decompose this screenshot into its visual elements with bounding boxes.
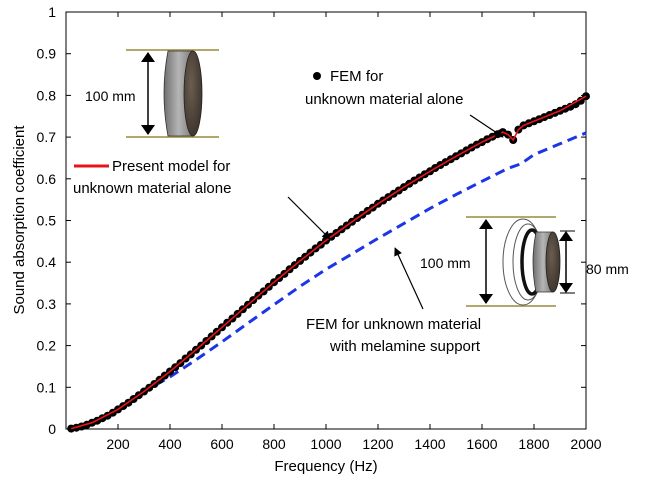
y-tick-label: 0.7 [37, 129, 57, 145]
inner-arrowhead-top [559, 231, 573, 241]
axis-tick-labels: 200 400 600 800 1000 1200 1400 1600 1800 2000 0 0.1… [37, 4, 602, 452]
inset-sample-alone: 100 mm [85, 49, 219, 138]
outer-arrowhead-top [479, 219, 493, 229]
x-tick-label: 2000 [570, 436, 601, 452]
annotation-fem-alone-line2: unknown material alone [305, 91, 463, 108]
inner-arrowhead-bottom [559, 283, 573, 293]
x-tick-label: 1800 [518, 436, 549, 452]
x-tick-label: 400 [158, 436, 182, 452]
x-axis-title: Frequency (Hz) [274, 458, 377, 475]
dimension-arrowhead-bottom [141, 125, 155, 135]
annotation-fem-melamine: FEM for unknown material with melamine s… [306, 247, 481, 355]
y-tick-label: 0.3 [37, 296, 57, 312]
y-tick-label: 0.2 [37, 338, 57, 354]
x-tick-label: 800 [262, 436, 286, 452]
y-tick-label: 1 [48, 4, 56, 20]
fem-marker-legend [313, 72, 321, 80]
annotation-model-alone-arrow [287, 196, 331, 240]
sample-face [183, 50, 203, 137]
y-tick-label: 0.9 [37, 46, 57, 62]
y-tick-label: 0.6 [37, 171, 57, 187]
annotation-model-alone-line2: unknown material alone [73, 180, 231, 197]
x-tick-label: 1600 [466, 436, 497, 452]
axis-ticks [66, 11, 587, 430]
y-tick-label: 0.8 [37, 87, 57, 103]
dimension-label-inner: 80 mm [586, 261, 629, 277]
y-tick-label: 0.1 [37, 379, 57, 395]
y-axis-title: Sound absorption coefficient [11, 125, 28, 315]
dimension-arrowhead-top [141, 52, 155, 62]
outer-arrowhead-bottom [479, 294, 493, 304]
dimension-label-left: 100 mm [85, 88, 136, 104]
annotation-fem-melamine-line1: FEM for unknown material [306, 316, 481, 333]
x-tick-label: 1200 [362, 436, 393, 452]
sample-face-right [545, 231, 561, 293]
x-tick-label: 1000 [310, 436, 341, 452]
y-tick-label: 0 [48, 421, 56, 437]
annotation-fem-melamine-arrow [394, 247, 424, 310]
annotation-fem-alone: FEM for unknown material alone [305, 68, 504, 138]
annotation-fem-alone-line1: FEM for [330, 68, 383, 85]
x-tick-label: 600 [210, 436, 234, 452]
y-tick-label: 0.5 [37, 213, 57, 229]
x-tick-label: 200 [106, 436, 130, 452]
dimension-label-outer: 100 mm [420, 255, 471, 271]
annotation-fem-melamine-line2: with melamine support [329, 338, 481, 355]
inset-sample-melamine: 100 mm 80 mm [420, 216, 629, 307]
series-line-model [70, 95, 587, 430]
series-present-model [70, 95, 587, 430]
annotation-model-alone-line1: Present model for [112, 158, 230, 175]
annotation-fem-alone-arrow [469, 114, 504, 138]
y-tick-label: 0.4 [37, 254, 57, 270]
plot-area [65, 11, 587, 430]
x-tick-label: 1400 [414, 436, 445, 452]
annotation-model-alone: Present model for unknown material alone [73, 158, 331, 240]
